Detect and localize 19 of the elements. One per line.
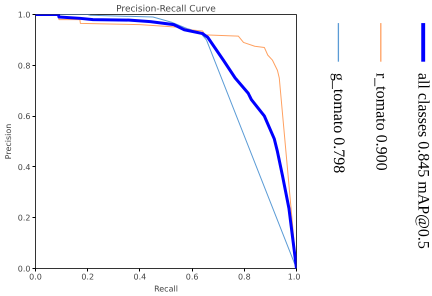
text: r_tomato 0.900 xyxy=(372,72,390,171)
chart-title: Precision-Recall Curve xyxy=(116,4,216,14)
y-tick-label: 0.2 xyxy=(18,214,31,223)
text: g_tomato 0.798 xyxy=(330,72,347,174)
y-axis-title: Precision xyxy=(4,124,13,160)
y-tick-label: 0.4 xyxy=(18,162,31,172)
x-tick-label: 0.2 xyxy=(81,272,94,282)
y-tick-label: 0.0 xyxy=(18,264,31,274)
x-tick-label: 0.6 xyxy=(186,272,198,282)
y-tick-label: 1.0 xyxy=(18,10,31,20)
x-tick-label: 0.0 xyxy=(29,272,42,282)
text: all classes 0.845 mAP@0.5 xyxy=(414,72,432,249)
y-tick-label: 0.8 xyxy=(18,61,31,70)
x-tick-label: 0.8 xyxy=(238,272,251,282)
x-axis-title: Recall xyxy=(154,284,178,294)
line-series xyxy=(36,14,296,268)
y-tick-label: 0.6 xyxy=(18,112,31,122)
x-tick-label: 1.0 xyxy=(288,272,301,282)
x-tick-label: 0.4 xyxy=(134,272,146,282)
